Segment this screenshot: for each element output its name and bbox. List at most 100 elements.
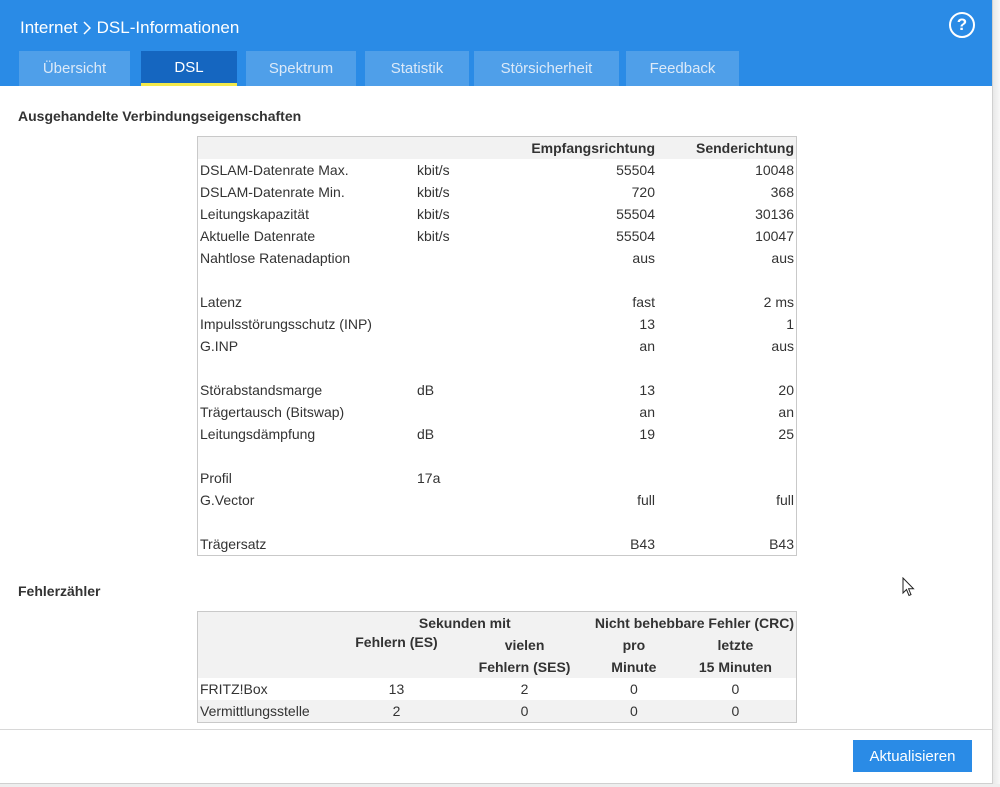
cell-empfang: an [527,335,657,357]
tab-statistik[interactable]: Statistik [365,51,469,86]
cell-empfang: 55504 [527,203,657,225]
cell-name [197,511,415,533]
chevron-right-icon [83,21,91,35]
cell-last-15: 0 [674,678,797,700]
cell-sende: 368 [770,184,794,200]
cell-empfang [527,467,657,489]
cell-name: Aktuelle Datenrate [200,228,316,244]
cell-sende [657,269,797,291]
help-icon[interactable]: ? [949,12,975,38]
window-shadow [993,0,1000,787]
cell-unit [415,445,527,467]
cell-sende: 30136 [657,203,797,225]
cell-empfang [527,445,657,467]
refresh-button[interactable]: Aktualisieren [853,740,972,772]
cell-unit [415,313,527,335]
table-row: DSLAM-Datenrate Max. kbit/s 55504 10048 [197,159,797,181]
header-cell-empty [415,136,527,159]
error-counter-table: Sekunden mit Nicht behebbare Fehler (CRC… [197,611,797,723]
window-shadow-bottom [0,784,1000,787]
cell-empfang: an [639,404,655,420]
cell-empfang: full [637,492,655,508]
cell-unit [415,489,527,511]
cell-unit: kbit/s [417,184,450,200]
cell-empfang: B43 [630,536,655,552]
page-header: Internet DSL-Informationen ? Übersicht D… [0,0,992,86]
tab-uebersicht[interactable]: Übersicht [19,51,130,86]
table-row: G.Vector full full [198,489,797,511]
row-label: FRITZ!Box [197,678,337,700]
cell-empfang: 13 [527,379,657,401]
cell-unit: kbit/s [417,228,450,244]
cell-empfang: aus [527,247,657,269]
breadcrumb: Internet DSL-Informationen [20,17,239,39]
tab-stoersicherheit[interactable]: Störsicherheit [474,51,619,86]
cell-name: G.INP [197,335,415,357]
cell-sende: 20 [657,379,797,401]
cell-name: Trägertausch (Bitswap) [200,404,345,420]
cell-unit [415,291,527,313]
cell-name: G.Vector [200,492,255,508]
header-cell-empty [197,634,337,656]
header-minute: Minute [592,656,675,678]
cell-sende [657,467,797,489]
header-pro: pro [592,634,675,656]
table-row [198,357,797,379]
header-letzte: letzte [674,634,797,656]
header-crc: Nicht behebbare Fehler (CRC) [592,611,797,634]
connection-properties-table: Empfangsrichtung Senderichtung DSLAM-Dat… [197,136,797,556]
table-header-row: Fehlern (SES) Minute 15 Minuten [197,656,797,678]
table-row [198,269,797,291]
cell-empfang: 13 [639,316,655,332]
cell-sende: 10048 [657,159,797,181]
cell-name [198,269,416,291]
tab-dsl[interactable]: DSL [141,51,237,86]
connection-section-title: Ausgehandelte Verbindungseigenschaften [18,108,302,124]
header-ses: Fehlern (SES) [456,656,593,678]
header-cell-empty [197,656,337,678]
tab-feedback[interactable]: Feedback [626,51,739,86]
cell-unit [415,247,527,269]
cell-unit: dB [415,423,527,445]
table-row: Trägersatz B43 B43 [198,533,797,556]
cell-sende: aus [657,335,797,357]
cell-name: Störabstandsmarge [197,379,415,401]
cell-sende: aus [657,247,797,269]
header-cell-empty [197,136,415,159]
cell-empfang [527,269,657,291]
table-row: FRITZ!Box 13 2 0 0 [197,678,797,700]
table-row: Vermittlungsstelle 2 0 0 0 [197,700,797,723]
table-row [197,511,797,533]
cell-sende: 1 [786,316,794,332]
header-cell-empty [197,611,337,634]
cell-ses: 0 [456,700,593,723]
table-header-row: Empfangsrichtung Senderichtung [197,136,797,159]
breadcrumb-internet[interactable]: Internet [20,18,78,37]
cell-name: DSLAM-Datenrate Max. [197,159,415,181]
cell-empfang: 55504 [616,228,655,244]
table-row: Latenz fast 2 ms [197,291,797,313]
header-vielen: vielen [456,634,593,656]
cell-empfang: 55504 [527,159,657,181]
table-header-row: Sekunden mit Nicht behebbare Fehler (CRC… [197,611,797,634]
table-row: Profil 17a [197,467,797,489]
cell-es: 2 [336,700,457,723]
cell-unit [415,269,527,291]
cell-name: Leitungskapazität [197,203,415,225]
cell-sende: B43 [769,536,794,552]
cell-unit: kbit/s [415,159,527,181]
cell-name: Trägersatz [200,536,267,552]
cell-unit [415,511,527,533]
table-header-row: Fehlern (ES) vielen pro letzte [197,634,797,656]
cell-unit: dB [415,379,527,401]
cell-name: Impulsstörungsschutz (INP) [200,316,372,332]
row-label: Vermittlungsstelle [197,700,337,723]
table-row [198,445,797,467]
header-empfangsrichtung: Empfangsrichtung [527,136,657,159]
cell-name [198,357,416,379]
table-row: Aktuelle Datenrate kbit/s 55504 10047 [198,225,797,247]
cell-es: 13 [336,678,457,700]
tab-spektrum[interactable]: Spektrum [246,51,356,86]
cell-name [198,445,416,467]
error-section-title: Fehlerzähler [18,583,101,599]
